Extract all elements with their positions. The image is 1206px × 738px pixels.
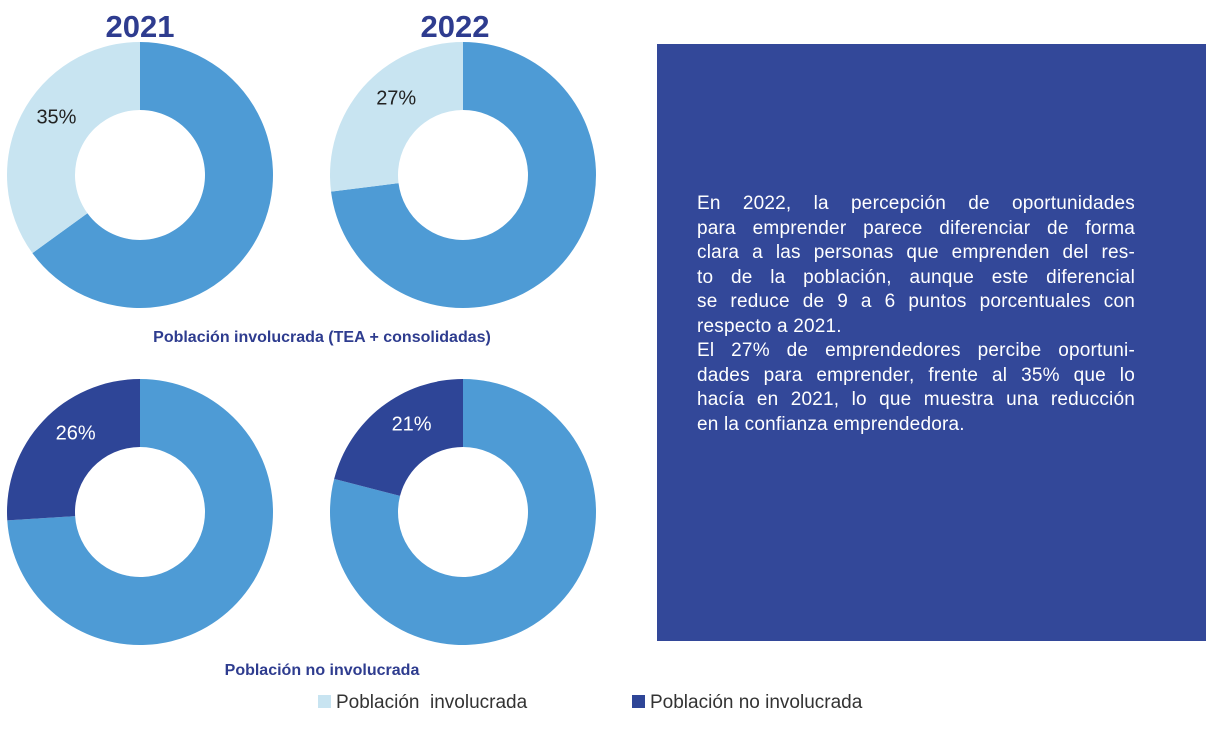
data-label: 35% [36, 107, 76, 129]
donut-slice [32, 42, 273, 308]
chart-title: 2022 [421, 9, 490, 44]
panel-line: respecto a 2021. [697, 315, 842, 337]
donut-slice [6, 42, 140, 254]
panel-line: En 2022, la percepción de oportunidades [697, 193, 1135, 214]
legend-label: Población no involucrada [650, 692, 863, 713]
data-label: 21% [392, 413, 432, 435]
donut-slice [330, 42, 463, 192]
panel-line: El 27% de emprendedores percibe oportuni… [697, 340, 1135, 361]
panel-line: se reduce de 9 a 6 puntos porcentuales c… [697, 291, 1135, 312]
legend-label: Población involucrada [336, 692, 528, 713]
row-label: Población no involucrada [225, 662, 420, 679]
panel-line: para emprender parece diferenciar de for… [697, 217, 1135, 239]
data-label: 27% [376, 88, 416, 110]
legend-swatch [632, 695, 645, 708]
panel-line: dades para emprender, frente al 35% que … [697, 364, 1135, 386]
legend-swatch [318, 695, 331, 708]
panel-line: en la confianza emprendedora. [697, 413, 965, 435]
donut-slice [331, 42, 596, 308]
donut-slice [7, 379, 273, 645]
panel-line: clara a las personas que emprenden del r… [697, 242, 1135, 263]
panel-text: En 2022, la percepción de oportunidades p… [697, 192, 1135, 437]
chart-title: 2021 [106, 9, 175, 44]
row-label: Población involucrada (TEA + consolidada… [153, 329, 491, 346]
donut-slice [330, 379, 597, 646]
text-panel: En 2022, la percepción de oportunidades p… [657, 44, 1206, 641]
panel-line: hacía en 2021, lo que muestra una reducc… [697, 389, 1135, 410]
donut-slice [334, 379, 463, 496]
data-label: 26% [56, 422, 96, 444]
panel-line: to de la población, aunque este diferenc… [697, 266, 1135, 288]
donut-slice [6, 379, 140, 521]
